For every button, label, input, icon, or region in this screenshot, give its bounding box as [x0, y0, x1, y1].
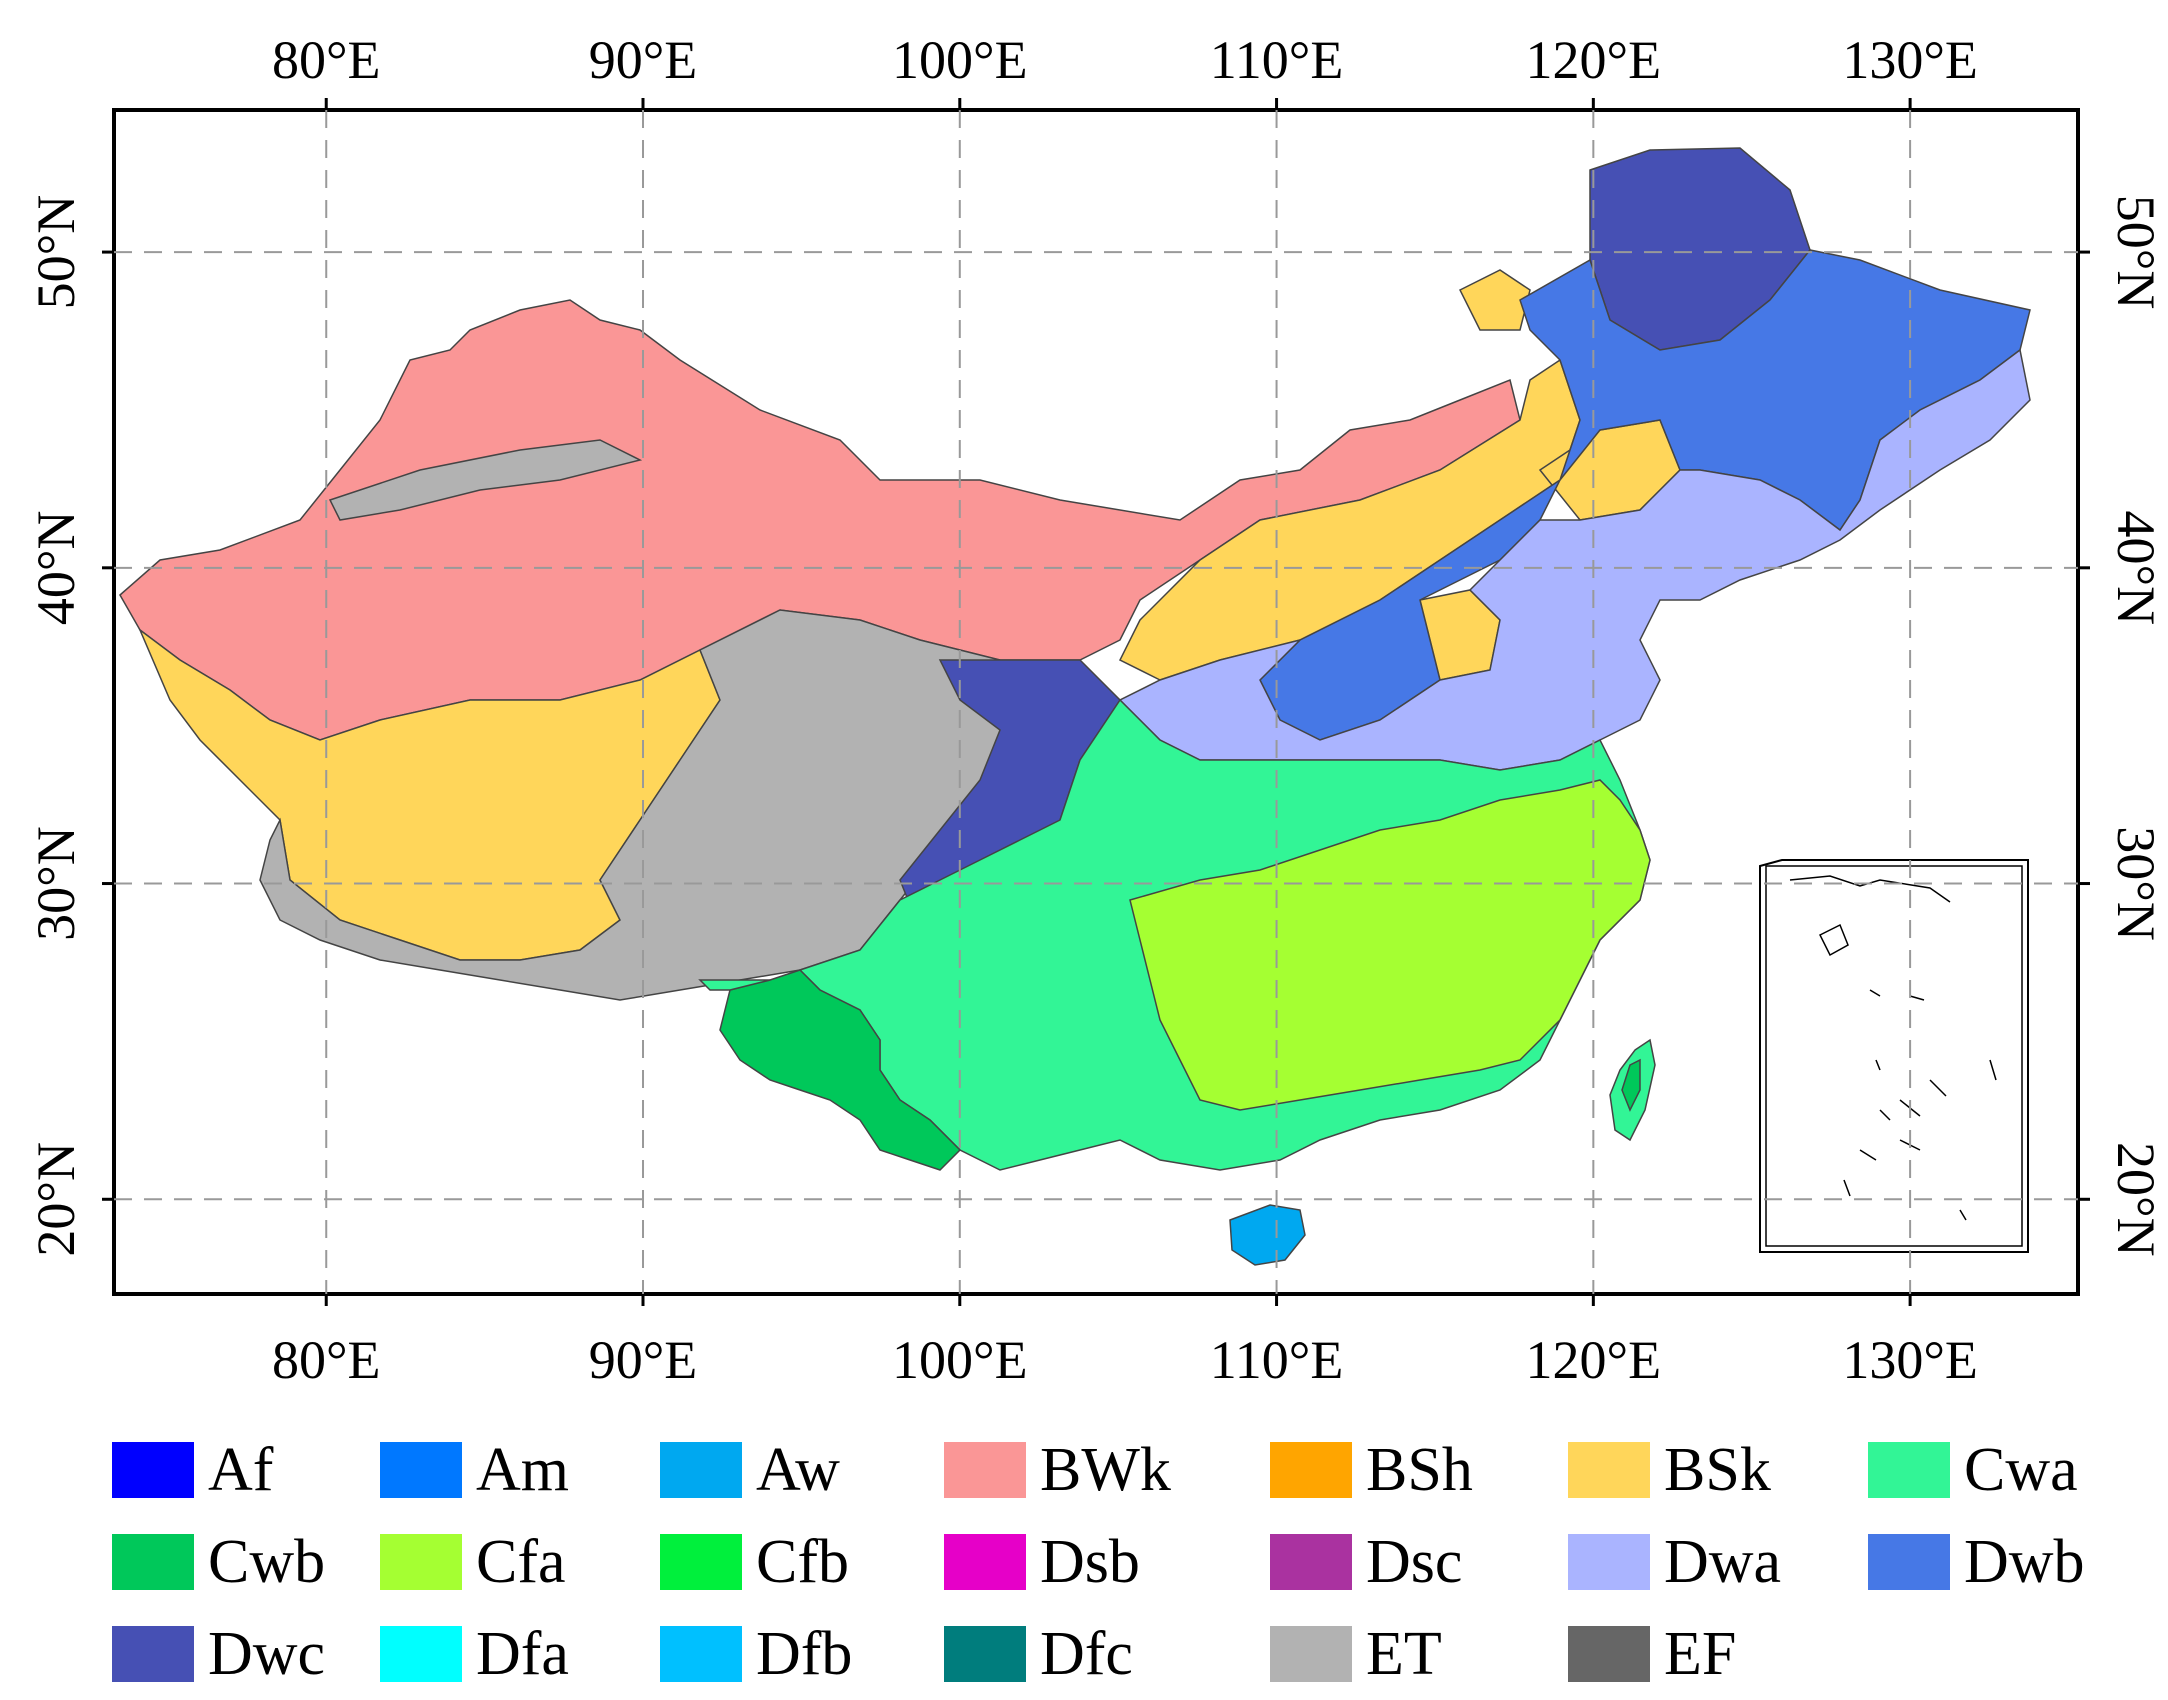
legend-label: Dwa — [1664, 1528, 1782, 1596]
legend-label: Dwc — [208, 1620, 326, 1688]
lat-label-left: 30°N — [26, 826, 86, 941]
legend-swatch — [944, 1534, 1026, 1590]
legend-item-af: Af — [112, 1436, 274, 1504]
legend-swatch — [1568, 1626, 1650, 1682]
legend-swatch — [944, 1442, 1026, 1498]
graticule — [102, 98, 2090, 1306]
legend-item-dwc: Dwc — [112, 1620, 326, 1688]
legend-item-dfa: Dfa — [380, 1620, 569, 1688]
tick-labels: 80°E 80°E 90°E 90°E 100°E 100°E 110°E 110°E 120°… — [26, 30, 2166, 1390]
lat-label-right: 30°N — [2106, 826, 2166, 941]
legend-swatch — [1270, 1626, 1352, 1682]
legend-label: Cwb — [208, 1528, 326, 1596]
legend-swatch — [660, 1626, 742, 1682]
lon-label-top: 130°E — [1842, 30, 1978, 90]
legend-swatch — [1270, 1534, 1352, 1590]
legend-item-dwb: Dwb — [1868, 1528, 2085, 1596]
legend-swatch — [1868, 1534, 1950, 1590]
legend-item-cwb: Cwb — [112, 1528, 326, 1596]
lon-label-bottom: 90°E — [589, 1330, 698, 1390]
legend-item-dfc: Dfc — [944, 1620, 1133, 1688]
legend-label: Dfc — [1040, 1620, 1133, 1688]
legend-label: Aw — [756, 1436, 840, 1504]
lon-label-bottom: 130°E — [1842, 1330, 1978, 1390]
legend-swatch — [380, 1534, 462, 1590]
legend-label: BSk — [1664, 1436, 1771, 1504]
legend-item-dsb: Dsb — [944, 1528, 1140, 1596]
legend-label: Af — [208, 1436, 274, 1504]
legend-item-ef: EF — [1568, 1620, 1737, 1688]
lon-label-top: 90°E — [589, 30, 698, 90]
lat-label-left: 40°N — [26, 511, 86, 626]
legend-swatch — [112, 1626, 194, 1682]
legend-item-cfa: Cfa — [380, 1528, 566, 1596]
legend-label: Dwb — [1964, 1528, 2085, 1596]
lon-label-top: 120°E — [1526, 30, 1662, 90]
legend-swatch — [1568, 1442, 1650, 1498]
lon-label-top: 110°E — [1210, 30, 1344, 90]
legend-swatch — [660, 1442, 742, 1498]
legend-label: Cwa — [1964, 1436, 2078, 1504]
legend-label: Dfa — [476, 1620, 569, 1688]
legend-swatch — [112, 1442, 194, 1498]
legend-swatch — [1270, 1442, 1352, 1498]
climate-map: 80°E 80°E 90°E 90°E 100°E 100°E 110°E 110°E 120°… — [26, 30, 2166, 1390]
inset-south-china-sea — [1759, 859, 2029, 1253]
lon-label-bottom: 110°E — [1210, 1330, 1344, 1390]
legend-item-cfb: Cfb — [660, 1528, 849, 1596]
legend-label: Cfa — [476, 1528, 566, 1596]
legend-swatch — [380, 1626, 462, 1682]
legend-label: Cfb — [756, 1528, 849, 1596]
legend-item-dsc: Dsc — [1270, 1528, 1463, 1596]
region-et-tianshan — [328, 439, 643, 521]
legend-item-bsh: BSh — [1270, 1436, 1473, 1504]
legend-label: Dfb — [756, 1620, 853, 1688]
legend-label: Dsb — [1040, 1528, 1140, 1596]
lat-label-left: 20°N — [26, 1142, 86, 1257]
region-cfa — [1129, 779, 1651, 1111]
lat-label-right: 20°N — [2106, 1142, 2166, 1257]
lon-label-bottom: 100°E — [892, 1330, 1028, 1390]
legend-item-dfb: Dfb — [660, 1620, 853, 1688]
legend-swatch — [112, 1534, 194, 1590]
legend-swatch — [660, 1534, 742, 1590]
legend-item-dwa: Dwa — [1568, 1528, 1782, 1596]
lon-label-top: 100°E — [892, 30, 1028, 90]
legend-item-cwa: Cwa — [1868, 1436, 2078, 1504]
legend-item-et: ET — [1270, 1620, 1442, 1688]
lat-label-right: 50°N — [2106, 195, 2166, 310]
region-cwb — [719, 969, 962, 1171]
legend-item-bwk: BWk — [944, 1436, 1171, 1504]
legend-swatch — [380, 1442, 462, 1498]
legend-label: BWk — [1040, 1436, 1171, 1504]
legend-label: Dsc — [1366, 1528, 1463, 1596]
legend-label: ET — [1366, 1620, 1442, 1688]
legend-label: BSh — [1366, 1436, 1473, 1504]
region-hainan — [1229, 1204, 1306, 1266]
climate-regions — [119, 147, 2031, 1266]
lon-label-top: 80°E — [272, 30, 381, 90]
region-taiwan-core — [1621, 1058, 1641, 1112]
legend-item-am: Am — [380, 1436, 569, 1504]
lat-label-left: 50°N — [26, 195, 86, 310]
lon-label-bottom: 120°E — [1526, 1330, 1662, 1390]
legend: Af Am Aw BWk BSh BSk Cwa Cwb Cfa Cfb Dsb Dsc Dwa Dwb D… — [112, 1430, 2132, 1690]
region-cwb-xizang — [698, 979, 771, 991]
legend-label: EF — [1664, 1620, 1737, 1688]
legend-swatch — [1868, 1442, 1950, 1498]
lat-label-right: 40°N — [2106, 511, 2166, 626]
lon-label-bottom: 80°E — [272, 1330, 381, 1390]
legend-swatch — [1568, 1534, 1650, 1590]
legend-label: Am — [476, 1436, 569, 1504]
legend-item-bsk: BSk — [1568, 1436, 1771, 1504]
legend-item-aw: Aw — [660, 1436, 840, 1504]
legend-swatch — [944, 1626, 1026, 1682]
